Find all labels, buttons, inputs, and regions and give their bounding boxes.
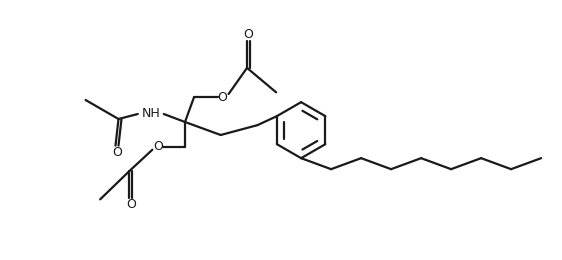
Text: O: O: [243, 28, 253, 41]
Text: O: O: [112, 146, 122, 159]
Text: O: O: [153, 140, 164, 153]
Text: O: O: [126, 198, 136, 211]
Text: O: O: [217, 90, 228, 103]
Text: NH: NH: [142, 107, 160, 120]
